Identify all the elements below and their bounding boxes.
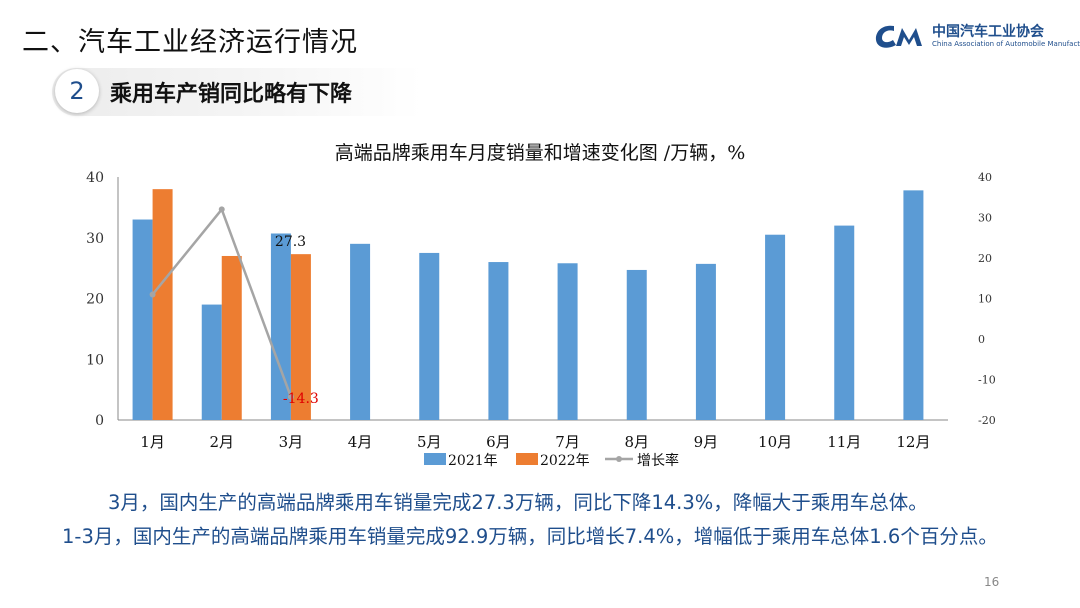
bar-2021 xyxy=(834,225,855,420)
y-right-tick-label: 10 xyxy=(978,293,992,306)
x-tick-label: 6月 xyxy=(486,433,511,451)
bar-2022 xyxy=(152,189,173,420)
subsection-title: 乘用车产销同比略有下降 xyxy=(110,82,353,107)
growth-rate-point xyxy=(218,206,225,213)
x-tick-label: 10月 xyxy=(758,433,792,451)
bar-2022 xyxy=(221,255,242,420)
x-tick-label: 12月 xyxy=(896,433,930,451)
bar-2021 xyxy=(419,252,440,420)
growth-rate-point xyxy=(287,393,294,400)
x-tick-label: 2月 xyxy=(209,433,234,451)
x-tick-label: 3月 xyxy=(279,433,304,451)
x-tick-label: 7月 xyxy=(555,433,580,451)
subsection-number-badge: 2 xyxy=(55,69,99,113)
data-label-2022-mar: 27.3 xyxy=(275,234,306,250)
chart-title: 高端品牌乘用车月度销量和增速变化图 /万辆，% xyxy=(334,142,746,164)
legend-label-2021: 2021年 xyxy=(448,453,498,469)
bar-2021 xyxy=(765,234,786,420)
x-tick-label: 5月 xyxy=(417,433,442,451)
caam-logo-icon xyxy=(875,25,922,48)
bar-2021 xyxy=(488,262,509,420)
y-right-tick-label: 20 xyxy=(978,252,992,265)
legend-label-growth: 增长率 xyxy=(637,452,679,469)
logo-chinese-name: 中国汽车工业协会 xyxy=(932,24,1044,40)
bar-2021 xyxy=(201,304,222,420)
body-text-line-1: 3月，国内生产的高端品牌乘用车销量完成27.3万辆，同比下降14.3%，降幅大于… xyxy=(108,491,928,514)
page-number: 16 xyxy=(984,575,1000,589)
y-right-tick-label: 30 xyxy=(978,212,992,225)
subsection-banner xyxy=(52,68,422,116)
legend-swatch-2021 xyxy=(424,453,446,465)
y-left-tick-label: 20 xyxy=(86,292,104,308)
section-title: 二、汽车工业经济运行情况 xyxy=(22,27,358,58)
legend-swatch-growth-marker xyxy=(616,456,622,462)
legend-label-2022: 2022年 xyxy=(540,453,590,469)
y-right-tick-label: 40 xyxy=(978,171,992,184)
x-tick-label: 4月 xyxy=(348,433,373,451)
y-left-tick-label: 0 xyxy=(95,413,104,429)
legend-swatch-2022 xyxy=(516,453,538,465)
y-left-tick-label: 30 xyxy=(86,231,104,247)
x-tick-label: 11月 xyxy=(827,433,861,451)
x-tick-label: 1月 xyxy=(140,433,165,451)
y-left-tick-label: 10 xyxy=(86,352,104,368)
bar-2021 xyxy=(903,190,924,420)
body-text: 3月，国内生产的高端品牌乘用车销量完成27.3万辆，同比下降14.3%，降幅大于… xyxy=(62,486,1052,554)
growth-rate-point xyxy=(149,291,156,298)
bar-2022 xyxy=(290,254,311,420)
bar-2021 xyxy=(626,269,647,420)
bar-2021 xyxy=(132,219,153,420)
logo-english-name: China Association of Automobile Manufact… xyxy=(932,40,1080,48)
caam-logo: 中国汽车工业协会 China Association of Automobile… xyxy=(872,18,1080,54)
bar-2021 xyxy=(557,263,578,420)
bar-2021 xyxy=(695,263,716,420)
y-left-tick-label: 40 xyxy=(86,170,104,186)
data-label-growth-mar: -14.3 xyxy=(283,391,319,407)
x-tick-label: 8月 xyxy=(624,433,649,451)
bar-2021 xyxy=(270,233,291,420)
x-tick-label: 9月 xyxy=(694,433,719,451)
body-text-line-2: 1-3月，国内生产的高端品牌乘用车销量完成92.9万辆，同比增长7.4%，增幅低… xyxy=(62,525,998,548)
y-right-tick-label: -20 xyxy=(978,414,996,427)
y-right-tick-label: 0 xyxy=(978,333,985,346)
bar-2021 xyxy=(350,243,371,420)
y-right-tick-label: -10 xyxy=(978,374,996,387)
